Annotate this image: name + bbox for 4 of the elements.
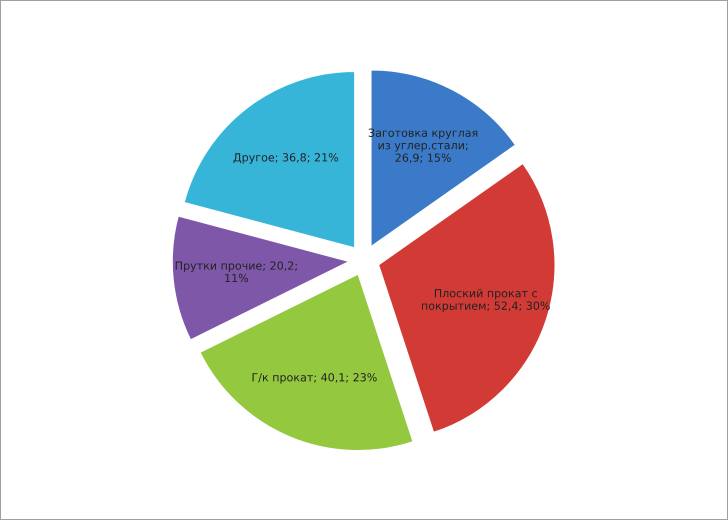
slice-label: Другое; 36,8; 21% xyxy=(233,153,338,164)
slice-label: Прутки прочие; 20,2; 11% xyxy=(176,261,297,282)
slice-label: Г/к прокат; 40,1; 23% xyxy=(252,373,377,384)
slice-label: Плоский прокат с покрытием; 52,4; 30% xyxy=(422,288,550,312)
